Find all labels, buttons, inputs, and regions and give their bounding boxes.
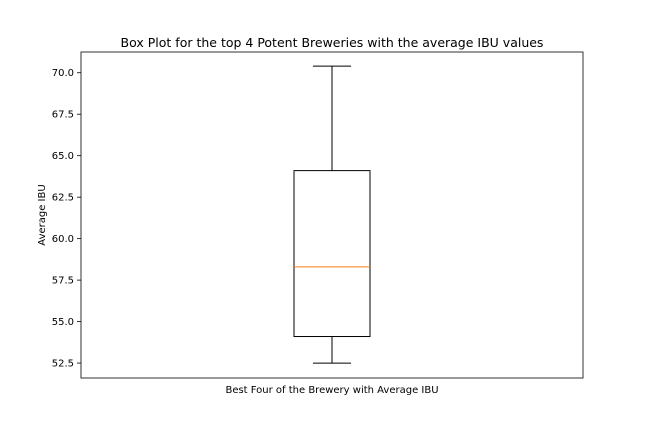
y-tick-label: 67.5 [52, 110, 74, 121]
plot-area-frame [80, 51, 584, 379]
y-tick-label: 60.0 [52, 234, 74, 245]
y-tick-label: 52.5 [52, 359, 74, 370]
y-tick-label: 57.5 [52, 276, 74, 287]
y-tick-label: 55.0 [52, 317, 74, 328]
chart-title: Box Plot for the top 4 Potent Breweries … [121, 35, 544, 50]
y-tick-label: 62.5 [52, 193, 74, 204]
y-axis-label: Average IBU [37, 184, 48, 245]
y-tick-label: 70.0 [52, 68, 74, 79]
x-axis-label: Best Four of the Brewery with Average IB… [225, 385, 438, 396]
box-plot [293, 65, 371, 364]
iqr-box [293, 170, 371, 338]
y-axis-ticks: 52.5 55.0 57.5 60.0 62.5 65.0 67.5 70.0 [52, 68, 81, 370]
y-tick-label: 65.0 [52, 151, 74, 162]
